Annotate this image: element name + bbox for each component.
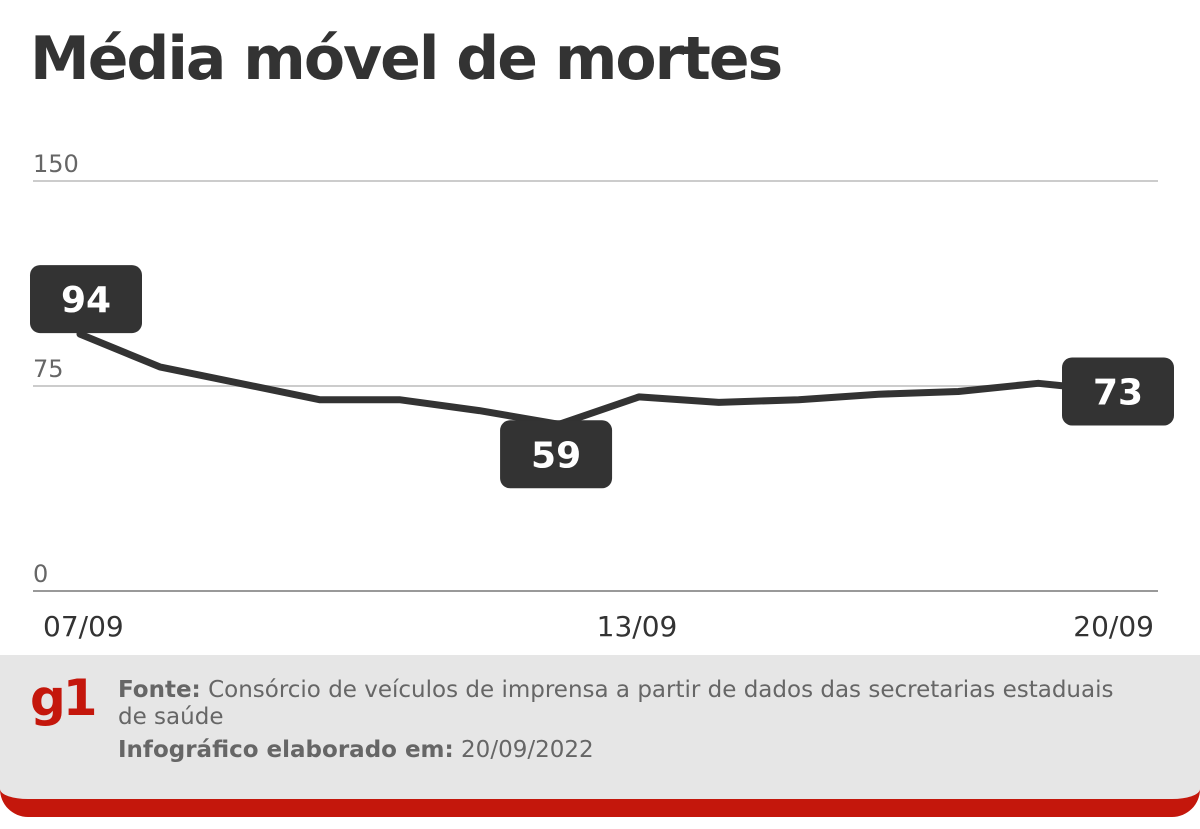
y-tick-labels: 150 75 0: [33, 150, 79, 588]
data-label-2: 73: [1062, 357, 1174, 426]
x-tick-labels: 07/09 13/09 20/09: [43, 610, 1154, 643]
data-label-box: [1062, 357, 1174, 426]
data-label-box: [30, 265, 142, 334]
data-label-text: 94: [61, 280, 111, 321]
source-label: Fonte:: [118, 677, 201, 703]
data-label-1: 59: [500, 420, 613, 489]
x-tick-label-start: 07/09: [43, 610, 124, 643]
date-text: 20/09/2022: [461, 737, 594, 763]
data-label-text: 59: [531, 435, 581, 476]
g1-logo: g1: [30, 669, 98, 727]
y-tick-label-150: 150: [33, 150, 79, 178]
chart-title: Média móvel de mortes: [30, 24, 783, 94]
line-chart: 150 75 0 07/09 13/09 20/09 94 59 73: [30, 150, 1174, 643]
x-tick-label-mid: 13/09: [597, 610, 678, 643]
source-block: Fonte: Consórcio de veículos de imprensa…: [118, 677, 1118, 770]
x-tick-label-end: 20/09: [1073, 610, 1154, 643]
source-line: Fonte: Consórcio de veículos de imprensa…: [118, 677, 1118, 731]
date-line: Infográfico elaborado em: 20/09/2022: [118, 737, 1118, 764]
data-label-0: 94: [30, 265, 142, 334]
footer: g1 Fonte: Consórcio de veículos de impre…: [0, 655, 1200, 817]
source-text: Consórcio de veículos de imprensa a part…: [118, 677, 1114, 730]
y-tick-label-75: 75: [33, 355, 64, 383]
data-label-text: 73: [1093, 372, 1143, 413]
data-labels: 94 59 73: [30, 265, 1174, 489]
series-line: [76, 330, 1122, 428]
gridlines: [33, 180, 1158, 592]
date-label: Infográfico elaborado em:: [118, 737, 454, 763]
y-tick-label-0: 0: [33, 560, 48, 588]
data-label-box: [500, 420, 613, 489]
